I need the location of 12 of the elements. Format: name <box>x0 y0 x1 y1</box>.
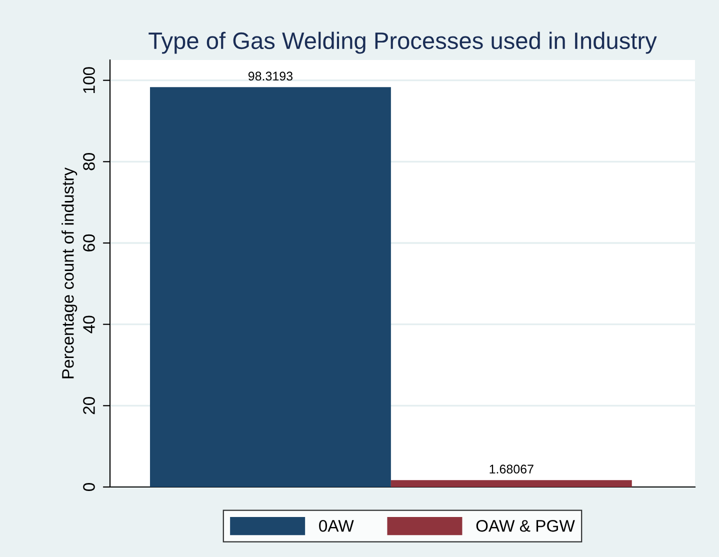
y-tick-label: 80 <box>83 153 95 170</box>
legend-label: 0AW <box>319 520 354 532</box>
legend-label: OAW & PGW <box>476 520 575 532</box>
y-tick-label: 0 <box>83 483 95 491</box>
y-tick-label: 40 <box>83 316 95 334</box>
y-tick-label: 60 <box>83 234 95 252</box>
chart-title: Type of Gas Welding Processes used in Industry <box>148 32 657 54</box>
data-label: 98.3193 <box>248 72 293 81</box>
y-tick-label: 20 <box>83 397 95 414</box>
y-tick-label: 100 <box>83 67 95 93</box>
data-label: 1.68067 <box>490 464 534 474</box>
y-axis-title: Percentage count of industry <box>62 167 78 378</box>
